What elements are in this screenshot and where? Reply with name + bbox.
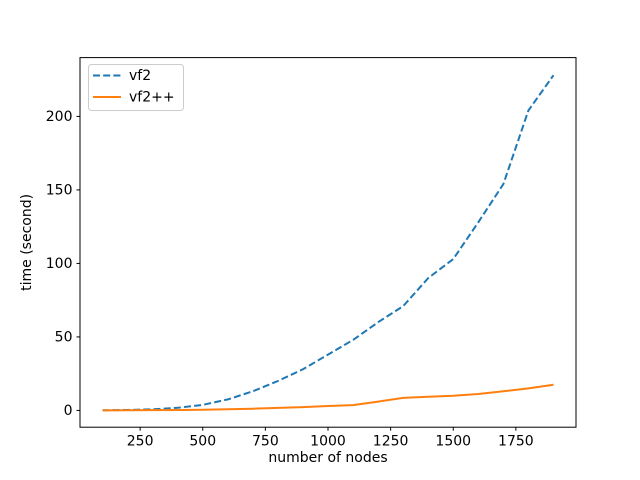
y-axis-ticks: 0 50 100 150 200 (46, 109, 80, 419)
legend: vf2 vf2++ (88, 64, 184, 111)
x-tick-label: 1750 (498, 434, 534, 450)
y-tick-label: 0 (64, 403, 73, 419)
y-tick-label: 200 (46, 109, 73, 125)
series-line-vf2 (102, 74, 555, 412)
plot-area (79, 57, 577, 428)
x-tick-label: 500 (189, 434, 216, 450)
y-axis-label: time (second) (19, 194, 35, 291)
x-tick-label: 1000 (310, 434, 346, 450)
y-tick-label: 100 (46, 256, 73, 272)
x-tick-label: 750 (252, 434, 279, 450)
x-axis-label: number of nodes (268, 450, 387, 466)
y-tick-label: 50 (55, 329, 73, 345)
y-tick-label: 150 (46, 182, 73, 198)
legend-label-vf2: vf2 (129, 68, 151, 84)
x-tick-label: 1500 (435, 434, 471, 450)
legend-box (88, 64, 184, 111)
x-tick-label: 1250 (373, 434, 409, 450)
series-line-vf2pp (102, 383, 554, 412)
legend-label-vf2pp: vf2++ (129, 90, 175, 106)
x-tick-label: 250 (127, 434, 154, 450)
x-axis-ticks: 250 500 750 1000 1250 1500 1750 (127, 427, 534, 450)
